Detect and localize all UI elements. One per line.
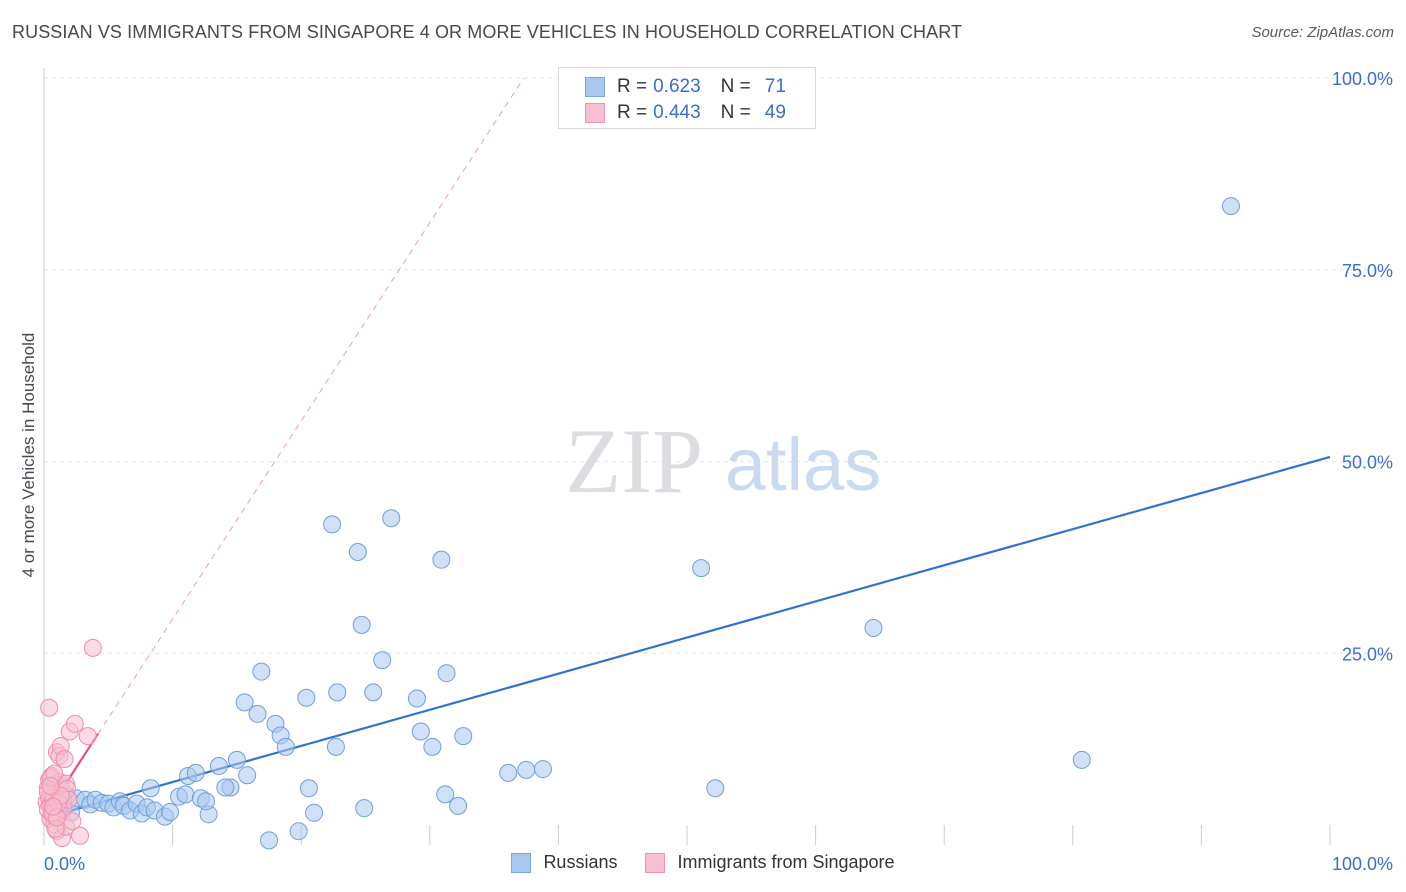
data-point bbox=[437, 664, 456, 683]
singapore-legend-swatch bbox=[645, 852, 666, 873]
data-point bbox=[209, 756, 228, 775]
data-point bbox=[864, 618, 883, 637]
singapore-trend-extension bbox=[43, 77, 525, 818]
y-tick-label: 100.0% bbox=[1332, 69, 1393, 89]
legend-item-singapore[interactable]: Immigrants from Singapore bbox=[645, 852, 895, 873]
data-point bbox=[348, 543, 367, 562]
data-point bbox=[382, 509, 401, 528]
series-legend: Russians Immigrants from Singapore bbox=[0, 852, 1406, 873]
watermark-atlas: atlas bbox=[725, 423, 881, 506]
data-point bbox=[297, 688, 316, 707]
data-point bbox=[83, 638, 102, 657]
y-tick-label: 75.0% bbox=[1342, 261, 1393, 281]
tick-labels: 25.0% 50.0% 75.0% 100.0% 0.0% 100.0% bbox=[44, 69, 1393, 874]
data-point bbox=[248, 704, 267, 723]
data-point bbox=[326, 737, 345, 756]
data-point bbox=[55, 750, 74, 769]
y-tick-label: 25.0% bbox=[1342, 644, 1393, 664]
russians-trend-line bbox=[43, 455, 1331, 820]
data-point bbox=[355, 799, 374, 818]
data-point bbox=[141, 779, 160, 798]
data-point bbox=[235, 693, 254, 712]
data-point bbox=[186, 763, 205, 782]
chart-title: RUSSIAN VS IMMIGRANTS FROM SINGAPORE 4 O… bbox=[12, 22, 963, 42]
data-point bbox=[517, 760, 536, 779]
data-point bbox=[65, 714, 84, 733]
watermark: ZIP atlas bbox=[565, 410, 881, 512]
data-point bbox=[364, 683, 383, 702]
data-point bbox=[1221, 197, 1240, 216]
legend-item-russians[interactable]: Russians bbox=[511, 852, 617, 873]
r-value: 0.443 bbox=[653, 102, 701, 123]
data-point bbox=[436, 785, 455, 804]
data-point bbox=[692, 559, 711, 578]
data-point bbox=[197, 792, 216, 811]
legend-label-singapore: Immigrants from Singapore bbox=[677, 852, 895, 872]
data-point bbox=[40, 698, 59, 717]
data-point bbox=[289, 822, 308, 841]
source-label: Source: ZipAtlas.com bbox=[1251, 24, 1394, 41]
axes bbox=[43, 68, 1331, 845]
data-point bbox=[78, 727, 97, 746]
x-tick-label: 100.0% bbox=[1332, 854, 1393, 874]
data-point bbox=[328, 683, 347, 702]
data-point bbox=[161, 803, 180, 822]
data-point bbox=[44, 797, 63, 816]
singapore-points bbox=[37, 638, 102, 848]
data-point bbox=[41, 776, 60, 795]
data-point bbox=[227, 750, 246, 769]
data-point bbox=[216, 778, 235, 797]
data-point bbox=[407, 689, 426, 708]
r-label: R = bbox=[617, 102, 648, 123]
data-points bbox=[37, 197, 1240, 850]
stats-legend-row-russians: R = 0.623 N = 71 bbox=[585, 75, 786, 99]
stats-legend: R = 0.623 N = 71 R = 0.443 N = 49 bbox=[558, 67, 816, 129]
singapore-swatch bbox=[585, 103, 605, 123]
data-point bbox=[252, 662, 271, 681]
data-point bbox=[238, 766, 257, 785]
data-point bbox=[499, 763, 518, 782]
n-label: N = bbox=[720, 102, 751, 123]
data-point bbox=[1072, 750, 1091, 769]
y-tick-label: 50.0% bbox=[1342, 453, 1393, 473]
n-value: 71 bbox=[764, 76, 786, 97]
data-point bbox=[276, 737, 295, 756]
legend-label-russians: Russians bbox=[543, 852, 618, 872]
gridlines bbox=[44, 77, 1390, 654]
x-tick-label: 0.0% bbox=[44, 854, 85, 874]
data-point bbox=[305, 803, 324, 822]
data-point bbox=[706, 779, 725, 798]
n-value: 49 bbox=[764, 102, 786, 123]
data-point bbox=[432, 550, 451, 569]
data-point bbox=[323, 515, 342, 534]
r-value: 0.623 bbox=[653, 76, 701, 97]
data-point bbox=[176, 785, 195, 804]
data-point bbox=[411, 722, 430, 741]
russians-legend-swatch bbox=[511, 852, 532, 873]
stats-legend-row-singapore: R = 0.443 N = 49 bbox=[585, 101, 786, 125]
data-point bbox=[352, 615, 371, 634]
data-point bbox=[299, 779, 318, 798]
data-point bbox=[454, 727, 473, 746]
n-label: N = bbox=[720, 76, 751, 97]
watermark-zip: ZIP bbox=[565, 410, 703, 512]
data-point bbox=[533, 760, 552, 779]
data-point bbox=[449, 796, 468, 815]
data-point bbox=[260, 831, 279, 850]
data-point bbox=[71, 826, 90, 845]
russians-points bbox=[42, 197, 1240, 850]
r-label: R = bbox=[617, 76, 648, 97]
data-point bbox=[423, 737, 442, 756]
russians-swatch bbox=[585, 77, 605, 97]
data-point bbox=[373, 651, 392, 670]
